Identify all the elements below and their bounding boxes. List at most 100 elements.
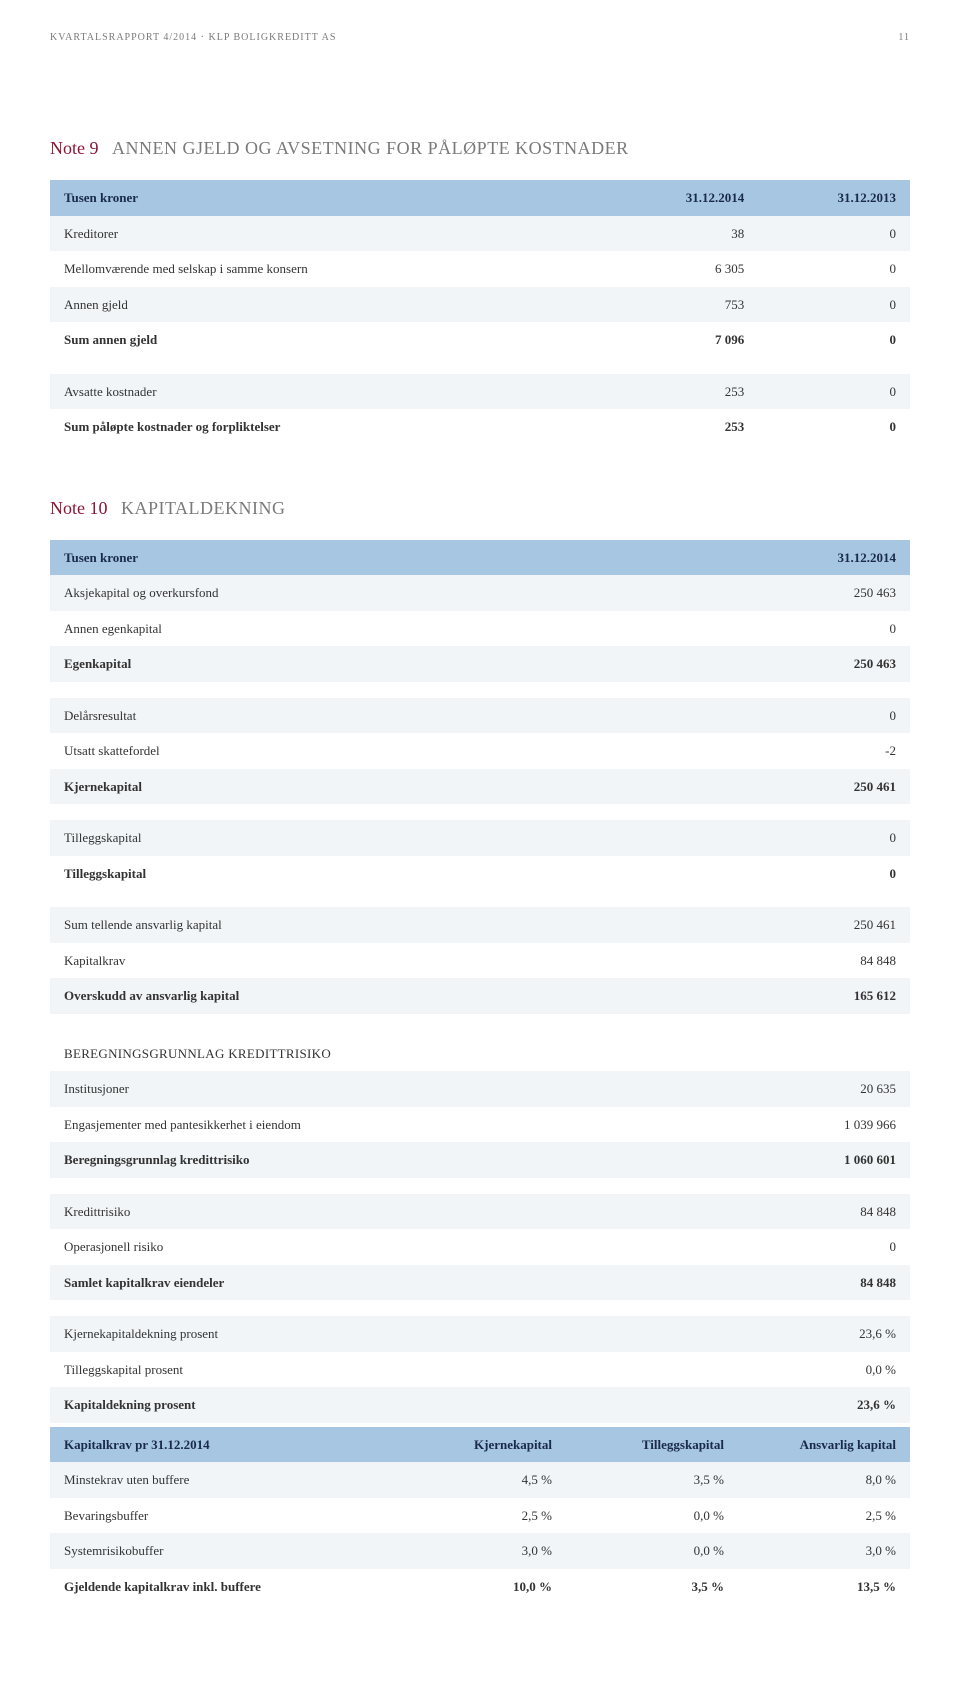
table-row: Minstekrav uten buffere4,5 %3,5 %8,0 % <box>50 1462 910 1498</box>
row-value: 8,0 % <box>738 1462 910 1498</box>
spacer-cell <box>50 1300 910 1316</box>
table-row: Sum tellende ansvarlig kapital250 461 <box>50 907 910 943</box>
table-row: Overskudd av ansvarlig kapital165 612 <box>50 978 910 1014</box>
row-label: Tilleggskapital prosent <box>50 1352 652 1388</box>
row-value: 0,0 % <box>566 1533 738 1569</box>
spacer-row <box>50 358 910 374</box>
spacer-row <box>50 682 910 698</box>
table-row: Mellomværende med selskap i samme konser… <box>50 251 910 287</box>
row-value: 0 <box>758 409 910 445</box>
row-label: Operasjonell risiko <box>50 1229 652 1265</box>
row-value: 3,5 % <box>566 1569 738 1605</box>
note9-col-label: Tusen kroner <box>50 180 606 216</box>
row-value: 0 <box>758 322 910 358</box>
row-value: 250 461 <box>652 907 910 943</box>
capreq-table: Kapitalkrav pr 31.12.2014 Kjernekapital … <box>50 1427 910 1605</box>
table-row: Tilleggskapital0 <box>50 820 910 856</box>
row-label: Sum tellende ansvarlig kapital <box>50 907 652 943</box>
row-label: Kapitaldekning prosent <box>50 1387 652 1423</box>
spacer-cell <box>50 1014 910 1030</box>
row-value: 250 463 <box>652 646 910 682</box>
row-value: 253 <box>606 409 758 445</box>
table-row: Kjernekapital250 461 <box>50 769 910 805</box>
page-header: KVARTALSRAPPORT 4/2014 · KLP BOLIGKREDIT… <box>50 30 910 45</box>
row-value: 23,6 % <box>652 1387 910 1423</box>
row-value: 84 848 <box>652 1194 910 1230</box>
row-value: 3,5 % <box>566 1462 738 1498</box>
note10-col-label: Tusen kroner <box>50 540 652 576</box>
row-value: 20 635 <box>652 1071 910 1107</box>
note10-col-date: 31.12.2014 <box>652 540 910 576</box>
spacer-cell <box>50 1178 910 1194</box>
row-value: 2,5 % <box>738 1498 910 1534</box>
row-label: Tilleggskapital <box>50 820 652 856</box>
row-label: Kredittrisiko <box>50 1194 652 1230</box>
row-label: Tilleggskapital <box>50 856 652 892</box>
table-row: Egenkapital250 463 <box>50 646 910 682</box>
row-label: Gjeldende kapitalkrav inkl. buffere <box>50 1569 394 1605</box>
row-value: -2 <box>652 733 910 769</box>
spacer-row <box>50 891 910 907</box>
row-value: 0,0 % <box>652 1352 910 1388</box>
table-row: Kredittrisiko84 848 <box>50 1194 910 1230</box>
row-label: Annen egenkapital <box>50 611 652 647</box>
note9-header-row: Tusen kroner 31.12.2014 31.12.2013 <box>50 180 910 216</box>
spacer-cell <box>50 682 910 698</box>
note10-label: KAPITALDEKNING <box>121 498 286 518</box>
row-value: 1 039 966 <box>652 1107 910 1143</box>
table-row: Beregningsgrunnlag kredittrisiko1 060 60… <box>50 1142 910 1178</box>
row-value: 0 <box>758 287 910 323</box>
spacer-row <box>50 1178 910 1194</box>
table-row: Sum annen gjeld7 0960 <box>50 322 910 358</box>
row-value: 253 <box>606 374 758 410</box>
spacer-row <box>50 1014 910 1030</box>
row-value: 4,5 % <box>394 1462 566 1498</box>
table-row: Gjeldende kapitalkrav inkl. buffere10,0 … <box>50 1569 910 1605</box>
capreq-col1: Kjernekapital <box>394 1427 566 1463</box>
note10-header-row: Tusen kroner 31.12.2014 <box>50 540 910 576</box>
table-row: Bevaringsbuffer2,5 %0,0 %2,5 % <box>50 1498 910 1534</box>
capreq-col0: Kapitalkrav pr 31.12.2014 <box>50 1427 394 1463</box>
table-row: Tilleggskapital prosent0,0 % <box>50 1352 910 1388</box>
table-row: Annen egenkapital0 <box>50 611 910 647</box>
row-value: 10,0 % <box>394 1569 566 1605</box>
table-row: Kjernekapitaldekning prosent23,6 % <box>50 1316 910 1352</box>
note9-col-2013: 31.12.2013 <box>758 180 910 216</box>
row-value: 3,0 % <box>394 1533 566 1569</box>
row-value: 250 463 <box>652 575 910 611</box>
note9-title: Note 9 ANNEN GJELD OG AVSETNING FOR PÅLØ… <box>50 135 910 162</box>
row-label: Mellomværende med selskap i samme konser… <box>50 251 606 287</box>
row-value: 3,0 % <box>738 1533 910 1569</box>
row-label: Aksjekapital og overkursfond <box>50 575 652 611</box>
row-label: Kjernekapitaldekning prosent <box>50 1316 652 1352</box>
note9-col-2014: 31.12.2014 <box>606 180 758 216</box>
note9-number: Note 9 <box>50 138 99 158</box>
spacer-cell <box>50 891 910 907</box>
row-value: 84 848 <box>652 1265 910 1301</box>
row-label: Minstekrav uten buffere <box>50 1462 394 1498</box>
row-value: 0 <box>758 251 910 287</box>
table-row: Samlet kapitalkrav eiendeler84 848 <box>50 1265 910 1301</box>
table-row: Avsatte kostnader2530 <box>50 374 910 410</box>
table-row: Sum påløpte kostnader og forpliktelser25… <box>50 409 910 445</box>
spacer-cell <box>50 804 910 820</box>
row-value: 0 <box>652 1229 910 1265</box>
row-label: Annen gjeld <box>50 287 606 323</box>
table-row: Kapitaldekning prosent23,6 % <box>50 1387 910 1423</box>
row-value: 0 <box>652 820 910 856</box>
row-value: 23,6 % <box>652 1316 910 1352</box>
table-row: Kapitalkrav84 848 <box>50 943 910 979</box>
row-label: Samlet kapitalkrav eiendeler <box>50 1265 652 1301</box>
row-label: Systemrisikobuffer <box>50 1533 394 1569</box>
table-row: Aksjekapital og overkursfond250 463 <box>50 575 910 611</box>
table-row: Systemrisikobuffer3,0 %0,0 %3,0 % <box>50 1533 910 1569</box>
row-value: 0 <box>758 216 910 252</box>
capreq-col2: Tilleggskapital <box>566 1427 738 1463</box>
row-label: Sum annen gjeld <box>50 322 606 358</box>
note10-table: Tusen kroner 31.12.2014 Aksjekapital og … <box>50 540 910 1423</box>
spacer-row <box>50 804 910 820</box>
row-value: 84 848 <box>652 943 910 979</box>
row-value: 0 <box>652 856 910 892</box>
row-value: 1 060 601 <box>652 1142 910 1178</box>
header-title: KVARTALSRAPPORT 4/2014 · KLP BOLIGKREDIT… <box>50 30 336 45</box>
